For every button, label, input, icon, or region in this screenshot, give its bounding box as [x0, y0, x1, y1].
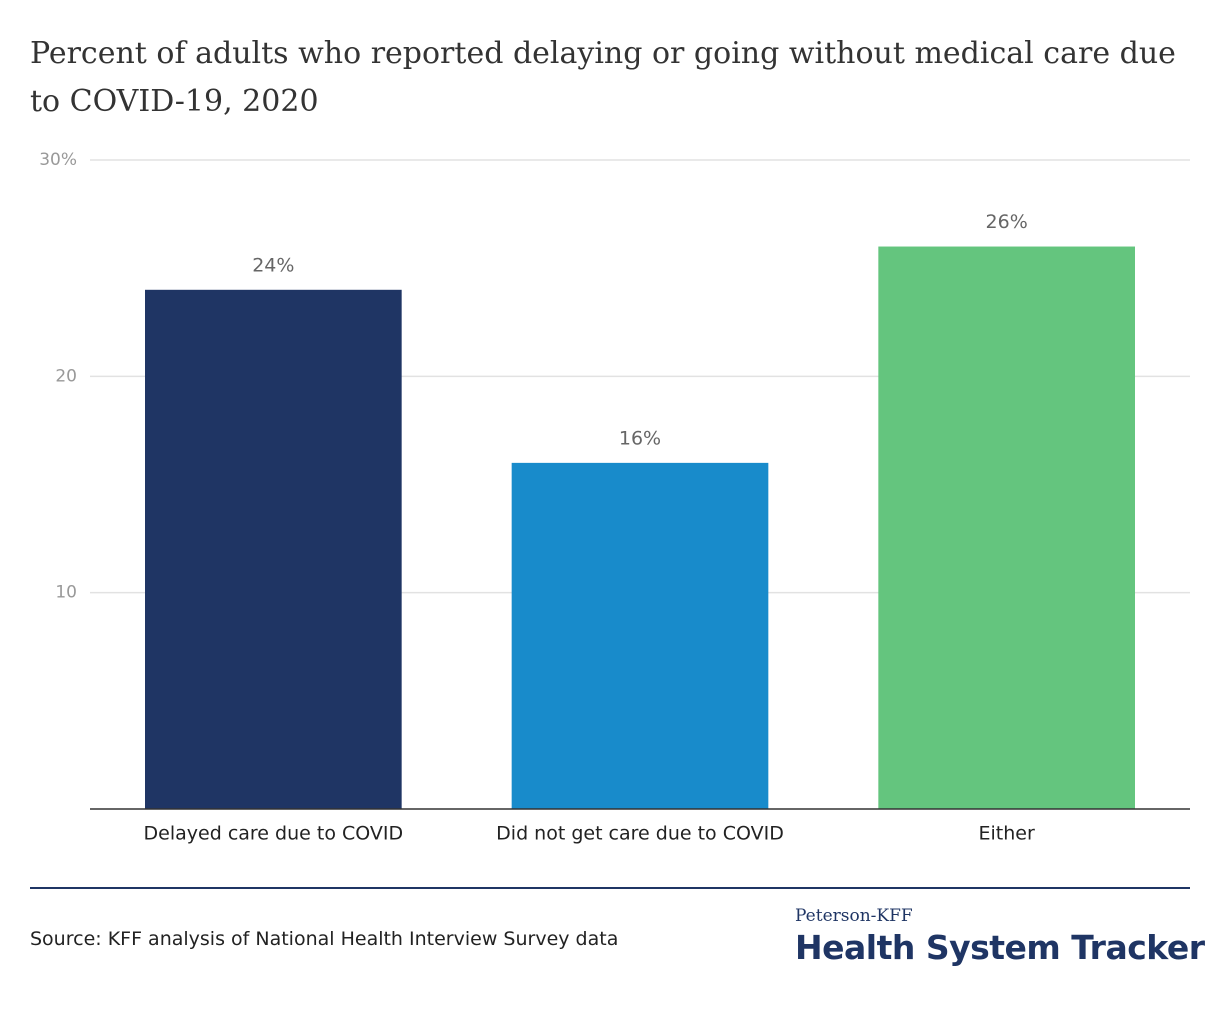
value-label: 26%: [986, 211, 1028, 233]
bar: [878, 246, 1135, 810]
logo-main: Health System Tracker: [795, 928, 1205, 967]
chart-title: Percent of adults who reported delaying …: [30, 36, 1176, 119]
y-tick-label: 30%: [39, 150, 77, 170]
logo-top: Peterson-KFF: [795, 906, 913, 926]
value-label: 16%: [619, 427, 661, 449]
y-tick-label: 10: [55, 583, 77, 603]
x-tick-label: Did not get care due to COVID: [496, 823, 784, 845]
y-tick-label: 20: [55, 366, 77, 386]
x-tick-label: Delayed care due to COVID: [144, 823, 404, 845]
bar: [511, 462, 769, 809]
value-label: 24%: [252, 254, 294, 276]
source: Source: KFF analysis of National Health …: [30, 928, 619, 950]
bar: [145, 289, 402, 809]
x-tick-label: Either: [979, 823, 1035, 845]
